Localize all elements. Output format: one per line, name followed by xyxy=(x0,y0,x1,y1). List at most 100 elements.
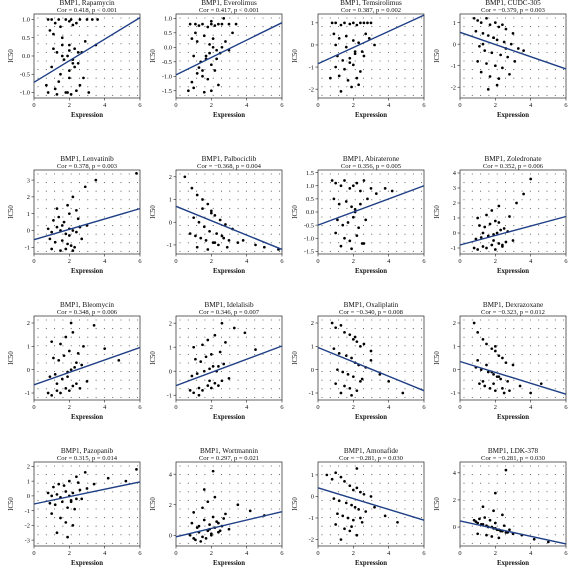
y-tick-label: 0 xyxy=(453,524,456,531)
grid-dot xyxy=(54,517,56,519)
data-point xyxy=(348,56,352,60)
data-point xyxy=(208,51,211,55)
grid-dot xyxy=(212,388,214,390)
data-point xyxy=(476,60,480,63)
grid-dot xyxy=(338,388,340,390)
grid-dot xyxy=(496,353,498,355)
grid-dot xyxy=(404,250,406,252)
grid-dot xyxy=(396,474,398,476)
grid-dot xyxy=(196,216,198,218)
grid-dot xyxy=(245,182,247,184)
grid-dot xyxy=(521,388,523,390)
grid-dot xyxy=(496,336,498,338)
data-point xyxy=(539,382,543,386)
grid-dot xyxy=(480,17,482,19)
grid-dot xyxy=(245,328,247,330)
grid-dot xyxy=(404,542,406,544)
x-tick-label: 2 xyxy=(494,102,497,109)
grid-dot xyxy=(212,499,214,501)
grid-dot xyxy=(87,345,89,347)
grid-dot xyxy=(362,499,365,501)
grid-dot xyxy=(70,34,72,36)
grid-dot xyxy=(321,396,323,398)
x-tick-label: 2 xyxy=(352,404,355,411)
data-point xyxy=(341,514,345,518)
data-point xyxy=(506,379,510,383)
y-tick-label: 0 xyxy=(453,230,456,237)
grid-dot xyxy=(112,379,114,381)
grid-dot xyxy=(421,362,423,364)
grid-dot xyxy=(362,173,365,175)
grid-dot xyxy=(87,336,89,338)
data-point xyxy=(220,22,224,26)
grid-dot xyxy=(220,336,223,338)
grid-dot xyxy=(237,216,239,218)
grid-dot xyxy=(488,60,490,62)
grid-dot xyxy=(554,499,556,501)
grid-dot xyxy=(204,94,206,96)
data-point xyxy=(337,351,341,355)
grid-dot xyxy=(128,345,130,347)
grid-dot xyxy=(362,250,365,252)
grid-dot xyxy=(480,345,482,347)
data-point xyxy=(390,189,394,193)
grid-dot xyxy=(371,216,373,218)
grid-dot xyxy=(463,534,465,536)
grid-dot xyxy=(387,77,389,79)
grid-dot xyxy=(196,499,198,501)
data-point xyxy=(369,358,373,362)
grid-dot xyxy=(237,233,239,235)
x-tick-label: 6 xyxy=(280,404,283,411)
data-point xyxy=(201,69,204,72)
grid-dot xyxy=(371,207,373,209)
grid-dot xyxy=(220,517,223,519)
grid-dot xyxy=(254,69,256,71)
data-point xyxy=(334,43,338,47)
grid-dot xyxy=(270,43,272,45)
grid-dot xyxy=(554,396,556,398)
grid-dot xyxy=(321,94,323,96)
grid-dot xyxy=(387,207,389,209)
grid-dot xyxy=(346,319,348,321)
grid-dot xyxy=(338,43,340,45)
grid-dot xyxy=(546,499,548,501)
x-axis-label: Expression xyxy=(497,112,529,119)
grid-dot xyxy=(412,225,414,227)
grid-dot xyxy=(346,216,348,218)
grid-dot xyxy=(220,182,223,184)
data-point xyxy=(213,381,217,385)
grid-dot xyxy=(270,362,272,364)
grid-dot xyxy=(229,371,231,373)
data-point xyxy=(50,230,54,234)
data-point xyxy=(348,386,352,390)
grid-dot xyxy=(554,86,556,88)
data-point xyxy=(206,248,210,251)
grid-dot xyxy=(371,225,373,227)
data-point xyxy=(71,195,75,199)
grid-dot xyxy=(538,465,540,467)
grid-dot xyxy=(371,491,373,493)
grid-dot xyxy=(204,69,206,71)
grid-dot xyxy=(379,328,381,330)
data-point xyxy=(362,179,366,182)
grid-dot xyxy=(371,190,373,192)
grid-dot xyxy=(488,250,490,252)
grid-dot xyxy=(270,534,272,536)
grid-dot xyxy=(128,379,130,381)
grid-dot xyxy=(488,207,490,209)
grid-dot xyxy=(45,542,47,544)
grid-dot xyxy=(496,242,498,244)
grid-dot xyxy=(504,233,507,235)
grid-dot xyxy=(471,225,473,227)
grid-dot xyxy=(212,233,214,235)
y-tick-label: 2 xyxy=(27,464,30,471)
grid-dot xyxy=(37,353,39,355)
grid-dot xyxy=(179,474,181,476)
grid-dot xyxy=(237,26,239,28)
grid-dot xyxy=(504,482,507,484)
data-point xyxy=(209,22,213,26)
grid-dot xyxy=(529,60,531,62)
data-point xyxy=(350,503,353,507)
